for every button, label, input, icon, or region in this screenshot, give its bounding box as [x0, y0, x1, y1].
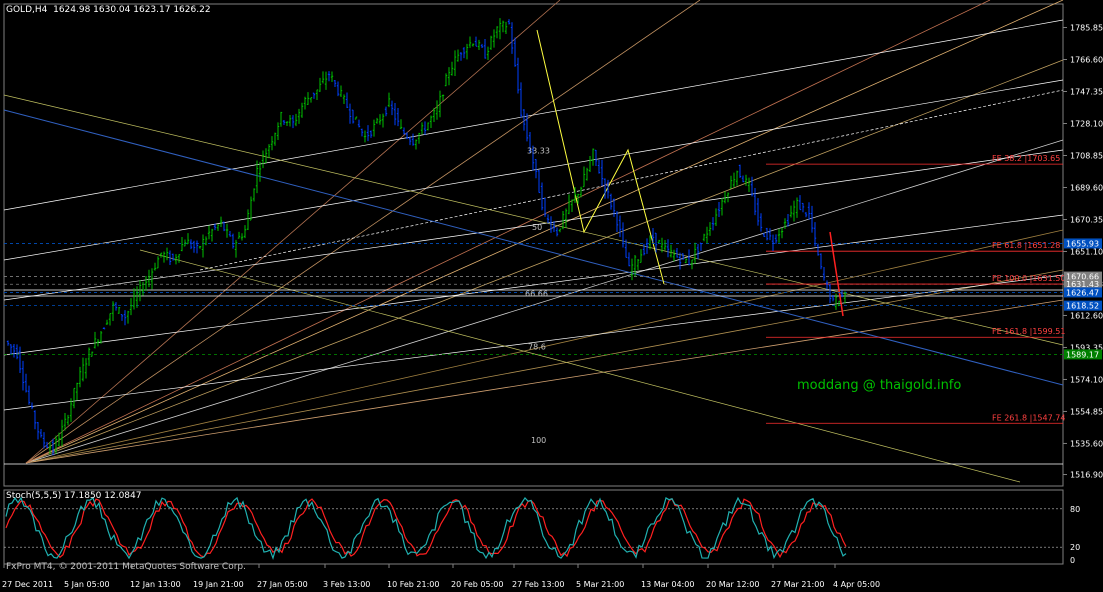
price-tag-label: 1670.66: [1066, 273, 1099, 282]
price-tag-label: 1618.52: [1066, 302, 1099, 311]
fib-extension-label: FE 38.2 |1703.65: [992, 154, 1060, 163]
fan-line: [25, 299, 1064, 464]
fib-retracement-label: 33.33: [527, 147, 550, 156]
stoch-panel-border: [3, 489, 1064, 565]
chart-header: GOLD,H4 1624.98 1630.04 1623.17 1626.22: [6, 5, 211, 15]
x-tick-label: 5 Mar 21:00: [576, 580, 624, 589]
y-tick-label: 1516.90: [1070, 471, 1103, 480]
stoch-signal-line: [5, 498, 847, 559]
price-tag: [1064, 279, 1102, 290]
price-panel-border: [3, 3, 1064, 487]
price-tag: [1064, 271, 1102, 282]
x-tick-label: 19 Jan 21:00: [193, 580, 244, 589]
price-tag: [1064, 300, 1102, 311]
x-tick-label: 27 Feb 13:00: [512, 580, 564, 589]
price-tag-label: 1626.47: [1066, 288, 1099, 297]
projection-line: [829, 231, 844, 317]
price-axis: 1785.85 1766.60 1747.35 1728.10 1708.85 1689.…: [1063, 24, 1103, 480]
x-tick-label: 3 Feb 13:00: [323, 580, 370, 589]
y-tick-label: 1728.10: [1070, 120, 1103, 129]
fan-line: [25, 269, 1064, 464]
fan-line: [25, 0, 991, 464]
y-tick-label: 1593.35: [1070, 343, 1103, 352]
price-tag: [1064, 349, 1102, 360]
y-tick-label: 1747.35: [1070, 88, 1103, 97]
symbol-label: GOLD,H4: [6, 5, 48, 15]
fib-retracement-label: 78.6: [528, 343, 546, 352]
trend-line: [3, 214, 1064, 356]
y-tick-label: 1689.60: [1070, 183, 1103, 192]
trendlines: [3, 0, 1064, 483]
x-tick-label: 4 Apr 05:00: [833, 580, 880, 589]
y-tick-label: 1535.60: [1070, 439, 1103, 448]
x-tick-label: 13 Mar 04:00: [641, 580, 694, 589]
y-tick-label: 1651.10: [1070, 247, 1103, 256]
x-tick-label: 12 Jan 13:00: [130, 580, 181, 589]
price-tag: [1064, 238, 1102, 249]
y-tick-label: 1766.60: [1070, 56, 1103, 65]
fib-extension-label: FE 161.8 |1599.51: [992, 327, 1065, 336]
trend-line: [3, 274, 1064, 411]
stoch-level-label: 80: [1070, 505, 1080, 514]
price-tag-label: 1655.93: [1066, 239, 1099, 248]
price-panel: [3, 3, 1064, 487]
trend-line-yellow: [3, 94, 1064, 346]
fib-retracement-label: 50: [532, 223, 542, 232]
stoch-level-label: 20: [1070, 543, 1080, 552]
x-tick-label: 5 Jan 05:00: [64, 580, 110, 589]
trend-line: [3, 19, 1064, 211]
copyright-text: FxPro MT4, © 2001-2011 MetaQuotes Softwa…: [6, 562, 246, 572]
time-axis: 27 Dec 2011 5 Jan 05:00 12 Jan 13:00 19 Jan…: [2, 564, 880, 589]
candles: [6, 18, 847, 456]
watermark-text: moddang @ thaigold.info: [797, 378, 962, 393]
fib-retracement-label: 100: [531, 436, 546, 445]
price-tag-label: 1589.17: [1066, 350, 1099, 359]
fan-line: [25, 0, 1064, 464]
x-tick-label: 27 Jan 05:00: [257, 580, 308, 589]
fib-labels: FE 38.2 |1703.65 FE 61.8 |1651.28 FE 100.0…: [525, 147, 1065, 445]
stoch-header: Stoch(5,5,5) 17.1850 12.0847: [6, 491, 142, 501]
y-tick-label: 1785.85: [1070, 24, 1103, 33]
fan-line: [25, 229, 1064, 464]
price-tag: [1064, 287, 1102, 298]
fan-line: [25, 59, 1064, 464]
stoch-main-line: [5, 496, 847, 560]
fib-extension-label: FE 100.0 |1631.50: [992, 274, 1065, 283]
trend-line-yellow: [139, 249, 1021, 483]
y-tick-label: 1670.35: [1070, 215, 1103, 224]
x-tick-label: 10 Feb 21:00: [387, 580, 439, 589]
trend-line-blue: [3, 109, 1064, 386]
x-tick-label: 20 Mar 12:00: [706, 580, 759, 589]
fib-extension-label: FE 61.8 |1651.28: [992, 241, 1060, 250]
x-tick-label: 20 Feb 05:00: [451, 580, 503, 589]
fan-line: [25, 0, 561, 464]
fib-retracement-label: 66.66: [525, 290, 548, 299]
stoch-level-label: 0: [1070, 556, 1075, 565]
fan-line: [25, 0, 701, 464]
ohlc-values: 1624.98 1630.04 1623.17 1626.22: [53, 5, 211, 15]
trend-line: [3, 149, 1064, 301]
y-tick-label: 1708.85: [1070, 151, 1103, 160]
x-tick-label: 27 Mar 21:00: [771, 580, 824, 589]
stochastic-panel: 80 20 0: [3, 489, 1080, 565]
fib-extension-lines: [766, 163, 1063, 424]
fib-extension-label: FE 261.8 |1547.74: [992, 413, 1065, 422]
fan-line: [25, 139, 1064, 464]
y-tick-label: 1574.10: [1070, 375, 1103, 384]
y-tick-label: 1612.60: [1070, 311, 1103, 320]
trend-line: [199, 89, 1064, 271]
price-tag-label: 1631.43: [1066, 280, 1099, 289]
x-tick-label: 27 Dec 2011: [2, 580, 53, 589]
y-tick-label: 1554.85: [1070, 407, 1103, 416]
